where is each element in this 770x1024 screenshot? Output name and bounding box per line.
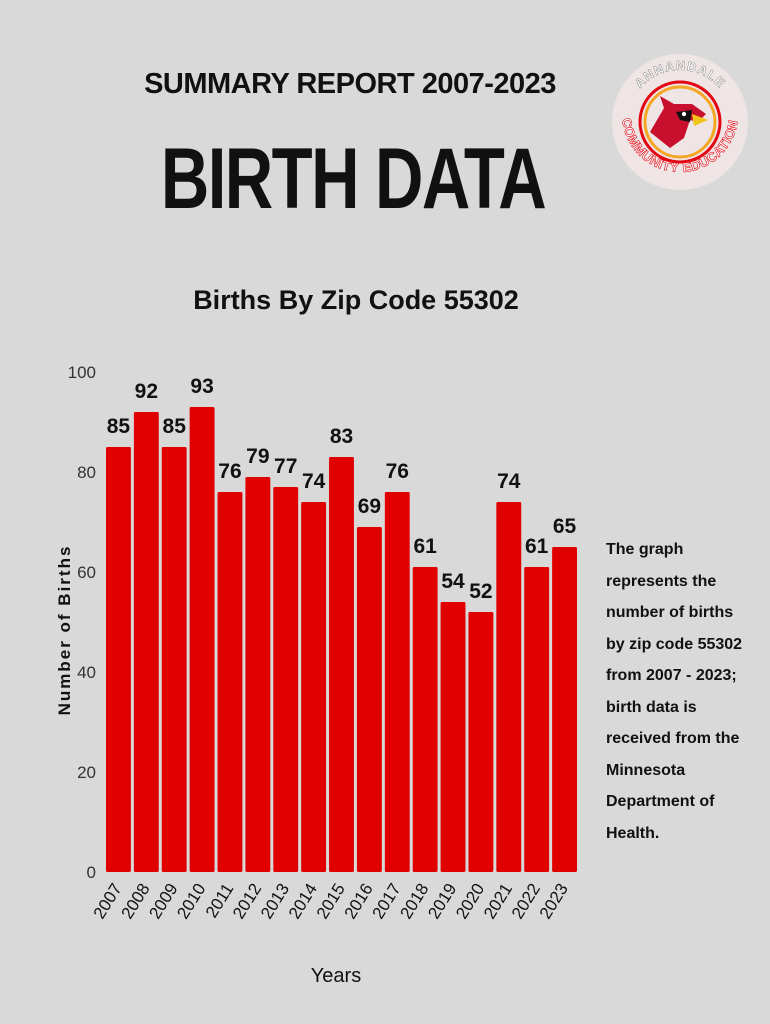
bar (552, 547, 577, 872)
bar (301, 502, 327, 872)
y-axis: 0 20 40 60 80 100 (68, 363, 96, 882)
annandale-logo: ANNANDALE COMMUNITY EDUCATION (612, 54, 748, 190)
x-tick-label: 2014 (285, 880, 321, 922)
bar (161, 447, 187, 872)
x-tick-label: 2015 (313, 880, 349, 922)
data-label: 69 (358, 495, 381, 518)
bar (524, 567, 550, 872)
y-tick-label: 40 (77, 663, 96, 682)
x-tick-label: 2008 (118, 880, 154, 922)
data-label: 52 (469, 580, 492, 603)
chart-description: The graph represents the number of birth… (606, 541, 743, 842)
data-label: 93 (190, 375, 213, 398)
data-label: 61 (525, 535, 549, 558)
x-tick-label: 2022 (508, 880, 544, 922)
bar (245, 477, 271, 872)
data-label: 79 (246, 445, 269, 468)
bar (468, 612, 494, 872)
data-label: 74 (302, 470, 326, 493)
data-label: 85 (163, 415, 187, 438)
y-axis-label: Number of Births (55, 545, 74, 716)
x-tick-label: 2007 (90, 880, 126, 922)
x-axis: 2007200820092010201120122013201420152016… (90, 880, 572, 922)
bar (273, 487, 299, 872)
bar (106, 447, 131, 872)
data-label: 76 (386, 460, 409, 483)
x-tick-label: 2020 (452, 880, 488, 922)
data-label: 54 (441, 570, 465, 593)
y-tick-label: 100 (68, 363, 96, 382)
data-label: 76 (218, 460, 241, 483)
bar (189, 407, 215, 872)
x-tick-label: 2010 (173, 880, 209, 922)
bar (329, 457, 354, 872)
cardinal-icon (650, 96, 708, 148)
y-tick-label: 20 (77, 763, 96, 782)
bar (217, 492, 243, 872)
data-label: 83 (330, 425, 353, 448)
data-label: 61 (413, 535, 437, 558)
logo-ring-outer (638, 80, 722, 164)
bar (133, 412, 159, 872)
report-subtitle: SUMMARY REPORT 2007-2023 (144, 68, 556, 100)
bar (440, 602, 466, 872)
x-tick-label: 2012 (229, 880, 265, 922)
data-label: 77 (274, 455, 297, 478)
y-tick-label: 80 (77, 463, 96, 482)
x-tick-label: 2021 (480, 880, 516, 922)
bar (384, 492, 410, 872)
report-title: BIRTH DATA (160, 131, 547, 227)
bar (496, 502, 522, 872)
y-tick-label: 60 (77, 563, 96, 582)
bar (412, 567, 438, 872)
data-label: 65 (553, 515, 577, 538)
x-tick-label: 2019 (424, 880, 460, 922)
bar (356, 527, 382, 872)
x-tick-label: 2016 (341, 880, 377, 922)
x-tick-label: 2009 (145, 880, 181, 922)
data-label: 74 (497, 470, 521, 493)
y-tick-label: 0 (87, 863, 96, 882)
logo-ring-inner (643, 85, 717, 159)
data-label: 92 (135, 380, 158, 403)
x-tick-label: 2013 (257, 880, 293, 922)
data-label: 85 (107, 415, 131, 438)
x-tick-label: 2017 (368, 880, 404, 922)
chart-title: Births By Zip Code 55302 (193, 285, 519, 315)
x-axis-label: Years (311, 965, 361, 987)
bars (106, 407, 577, 872)
x-tick-label: 2023 (536, 880, 572, 922)
x-tick-label: 2018 (396, 880, 432, 922)
